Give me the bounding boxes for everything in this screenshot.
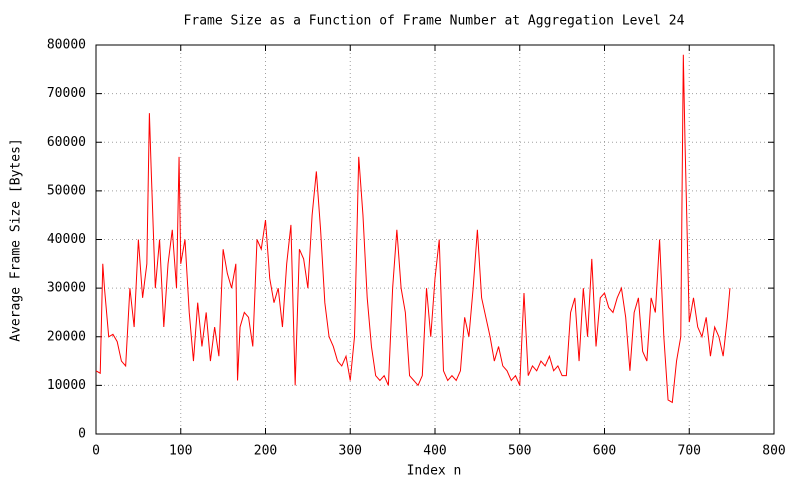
y-axis-label: Average Frame Size [Bytes] xyxy=(9,138,24,342)
chart-title: Frame Size as a Function of Frame Number… xyxy=(184,14,685,29)
x-tick-label: 500 xyxy=(508,444,531,459)
y-tick-label: 0 xyxy=(78,427,86,442)
y-tick-label: 10000 xyxy=(47,378,86,393)
plot-frame xyxy=(95,44,775,435)
y-tick-label: 60000 xyxy=(47,135,86,150)
x-tick-label: 700 xyxy=(678,444,701,459)
x-tick-label: 600 xyxy=(593,444,616,459)
y-tick-label: 30000 xyxy=(47,281,86,296)
x-tick-label: 300 xyxy=(339,444,362,459)
y-tick-label: 80000 xyxy=(47,38,86,53)
x-tick-label: 100 xyxy=(169,444,192,459)
y-tick-label: 40000 xyxy=(47,232,86,247)
x-tick-label: 0 xyxy=(92,444,100,459)
x-axis-label: Index n xyxy=(407,464,462,479)
x-tick-label: 200 xyxy=(254,444,277,459)
data-line xyxy=(95,54,731,404)
y-tick-label: 50000 xyxy=(47,183,86,198)
x-tick-label: 800 xyxy=(762,444,785,459)
y-tick-label: 70000 xyxy=(47,86,86,101)
y-tick-label: 20000 xyxy=(47,329,86,344)
x-tick-label: 400 xyxy=(423,444,446,459)
